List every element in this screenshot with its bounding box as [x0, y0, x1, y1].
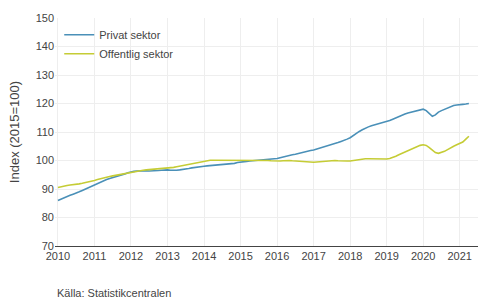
svg-text:2015: 2015 — [228, 250, 252, 262]
svg-text:100: 100 — [36, 154, 54, 166]
svg-text:110: 110 — [36, 126, 54, 138]
svg-text:150: 150 — [36, 12, 54, 24]
svg-text:2021: 2021 — [447, 250, 471, 262]
svg-text:2020: 2020 — [411, 250, 435, 262]
svg-text:90: 90 — [42, 183, 54, 195]
svg-text:80: 80 — [42, 211, 54, 223]
svg-text:2017: 2017 — [301, 250, 325, 262]
svg-text:2011: 2011 — [83, 250, 107, 262]
svg-text:130: 130 — [36, 69, 54, 81]
svg-text:2012: 2012 — [119, 250, 143, 262]
svg-text:Offentlig sektor: Offentlig sektor — [99, 48, 173, 60]
svg-text:Index (2015=100): Index (2015=100) — [7, 81, 22, 183]
svg-text:Källa: Statistikcentralen: Källa: Statistikcentralen — [57, 287, 171, 299]
svg-text:Privat sektor: Privat sektor — [99, 29, 160, 41]
svg-text:2010: 2010 — [46, 250, 70, 262]
svg-text:2016: 2016 — [265, 250, 289, 262]
svg-text:70: 70 — [42, 240, 54, 252]
svg-text:2019: 2019 — [374, 250, 398, 262]
svg-text:2018: 2018 — [338, 250, 362, 262]
svg-text:120: 120 — [36, 97, 54, 109]
svg-text:2013: 2013 — [155, 250, 179, 262]
svg-text:140: 140 — [36, 40, 54, 52]
svg-text:2014: 2014 — [192, 250, 216, 262]
